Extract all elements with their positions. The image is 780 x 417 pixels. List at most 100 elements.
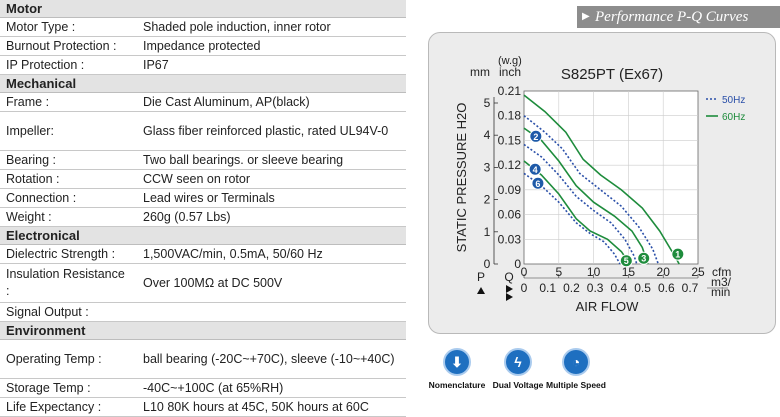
x-m3-tick-label: 0.1: [539, 281, 556, 295]
spec-label: Frame :: [0, 92, 137, 112]
feature-label: Dual Voltage: [492, 380, 544, 390]
down-arrow-icon: ⬇: [443, 348, 471, 376]
speedometer-icon: ◔: [562, 348, 590, 376]
spec-row: Insulation Resistance : Over 100MΩ at DC …: [0, 263, 406, 303]
spec-value: Over 100MΩ at DC 500V: [137, 263, 406, 303]
spec-label: Connection :: [0, 188, 137, 208]
spec-label: Operating Temp :: [0, 339, 137, 379]
spec-row: Rotation : CCW seen on rotor: [0, 169, 406, 189]
x-tick-label: 10: [587, 265, 601, 279]
x-m3-tick-label: 0: [521, 281, 528, 295]
x-tick-label: 20: [657, 265, 671, 279]
q-axis-letter: Q: [504, 270, 513, 284]
feature-label: Multiple Speed: [546, 380, 606, 390]
legend-label: 50Hz: [722, 95, 745, 106]
x-m3-tick-label: 0.4: [611, 281, 628, 295]
mm-tick-label: 5: [484, 96, 491, 110]
feature-nomenclature[interactable]: ⬇ Nomenclature: [427, 348, 487, 390]
y-tick-label: 0.03: [498, 232, 522, 246]
mm-tick-label: 1: [484, 225, 491, 239]
curve-2-60Hz: [523, 127, 649, 265]
x-tick-label: 5: [555, 265, 562, 279]
spec-value: ball bearing (-20C~+70C), sleeve (-10~+4…: [137, 339, 406, 379]
spec-table: Motor Motor Type : Shaded pole induction, …: [0, 0, 406, 417]
spec-value: Shaded pole induction, inner rotor: [137, 17, 406, 37]
x-tick-label: 15: [622, 265, 636, 279]
spec-label: Signal Output :: [0, 302, 137, 322]
x-m3-tick-label: 0.7: [682, 281, 699, 295]
spec-label: Life Expectancy :: [0, 397, 137, 417]
spec-label: Dielectric Strength :: [0, 244, 137, 264]
y-tick-label: 0.18: [498, 109, 522, 123]
spec-row: Motor Type : Shaded pole induction, inner…: [0, 17, 406, 37]
y-tick-label: 0.06: [498, 208, 522, 222]
curve-marker: [528, 162, 542, 176]
spec-value: 1,500VAC/min, 0.5mA, 50/60 Hz: [137, 244, 406, 264]
spec-label: Bearing :: [0, 150, 137, 170]
banner-label: Performance P-Q Curves: [595, 9, 749, 25]
spec-value: [137, 302, 406, 322]
x-m3-tick-label: 0.3: [587, 281, 604, 295]
mm-tick-label: 0: [484, 257, 491, 271]
spec-row: Weight :260g (0.57 Lbs): [0, 207, 406, 227]
spec-value: L10 80K hours at 45C, 50K hours at 60C: [137, 397, 406, 417]
spec-value: Lead wires or Terminals: [137, 188, 406, 208]
x-m3-tick-label: 0.2: [563, 281, 580, 295]
spec-label: Insulation Resistance :: [0, 263, 137, 303]
curve-marker: [619, 254, 633, 268]
y-tick-label: 0: [514, 257, 521, 271]
spec-row: Dielectric Strength :1,500VAC/min, 0.5mA…: [0, 244, 406, 264]
curve-3-50Hz: [523, 172, 621, 265]
x-m3-tick-label: 0.6: [658, 281, 675, 295]
feature-dual-voltage[interactable]: ϟ Dual Voltage: [488, 348, 548, 390]
spec-label: Rotation :: [0, 169, 137, 189]
x-axis-label: AIR FLOW: [576, 299, 640, 314]
spec-row: Connection : Lead wires or Terminals: [0, 188, 406, 208]
feature-multiple-speed[interactable]: ◔ Multiple Speed: [546, 348, 606, 390]
performance-banner[interactable]: ▶ Performance P-Q Curves: [577, 6, 780, 28]
curve-marker-label: 6: [535, 179, 540, 189]
spec-value: CCW seen on rotor: [137, 169, 406, 189]
p-axis-letter: P: [477, 270, 485, 284]
curve-marker-label: 5: [624, 256, 629, 266]
curve-marker: [671, 247, 685, 261]
x-m3-tick-label: 0.5: [634, 281, 651, 295]
section-header: Environment: [0, 321, 406, 340]
curve-marker-label: 4: [533, 165, 538, 175]
y-axis-label: STATIC PRESSURE H2O: [454, 103, 469, 253]
spec-value: Two ball bearings. or sleeve bearing: [137, 150, 406, 170]
spec-value: IP67: [137, 55, 406, 75]
spec-label: IP Protection :: [0, 55, 137, 75]
section-header: Mechanical: [0, 74, 406, 93]
spec-label: Motor Type :: [0, 17, 137, 37]
y-tick-label: 0.21: [498, 84, 522, 98]
y-unit-inch: inch: [499, 65, 521, 79]
spec-row: Frame : Die Cast Aluminum, AP(black): [0, 92, 406, 112]
spec-row: Operating Temp : ball bearing (-20C~+70C)…: [0, 339, 406, 379]
x-tick-label: 0: [521, 265, 528, 279]
spec-label: Weight :: [0, 207, 137, 227]
curve-2-50Hz: [523, 143, 638, 265]
curve-marker-label: 1: [675, 250, 680, 260]
y-unit-mm: mm: [470, 65, 490, 79]
y-tick-label: 0.12: [498, 158, 522, 172]
x-unit-min: min: [711, 285, 730, 299]
curve-1-60Hz: [523, 94, 680, 265]
spec-label: Storage Temp :: [0, 378, 137, 398]
spec-row: Life Expectancy : L10 80K hours at 45C, 5…: [0, 397, 406, 417]
spec-value: -40C~+100C (at 65%RH): [137, 378, 406, 398]
y-tick-label: 0.15: [498, 133, 522, 147]
section-header: Electronical: [0, 226, 406, 245]
x-unit-m3: m3/: [711, 275, 732, 289]
feature-label: Nomenclature: [428, 380, 486, 390]
spec-row: Bearing : Two ball bearings. or sleeve be…: [0, 150, 406, 170]
spec-value: Glass fiber reinforced plastic, rated UL…: [137, 111, 406, 151]
curve-marker-label: 3: [641, 254, 646, 264]
curve-marker-label: 2: [533, 132, 538, 142]
spec-row: Impeller: Glass fiber reinforced plastic,…: [0, 111, 406, 151]
spec-value: Impedance protected: [137, 36, 406, 56]
legend-label: 60Hz: [722, 112, 745, 123]
section-header: Motor: [0, 0, 406, 18]
mm-tick-label: 3: [484, 160, 491, 174]
